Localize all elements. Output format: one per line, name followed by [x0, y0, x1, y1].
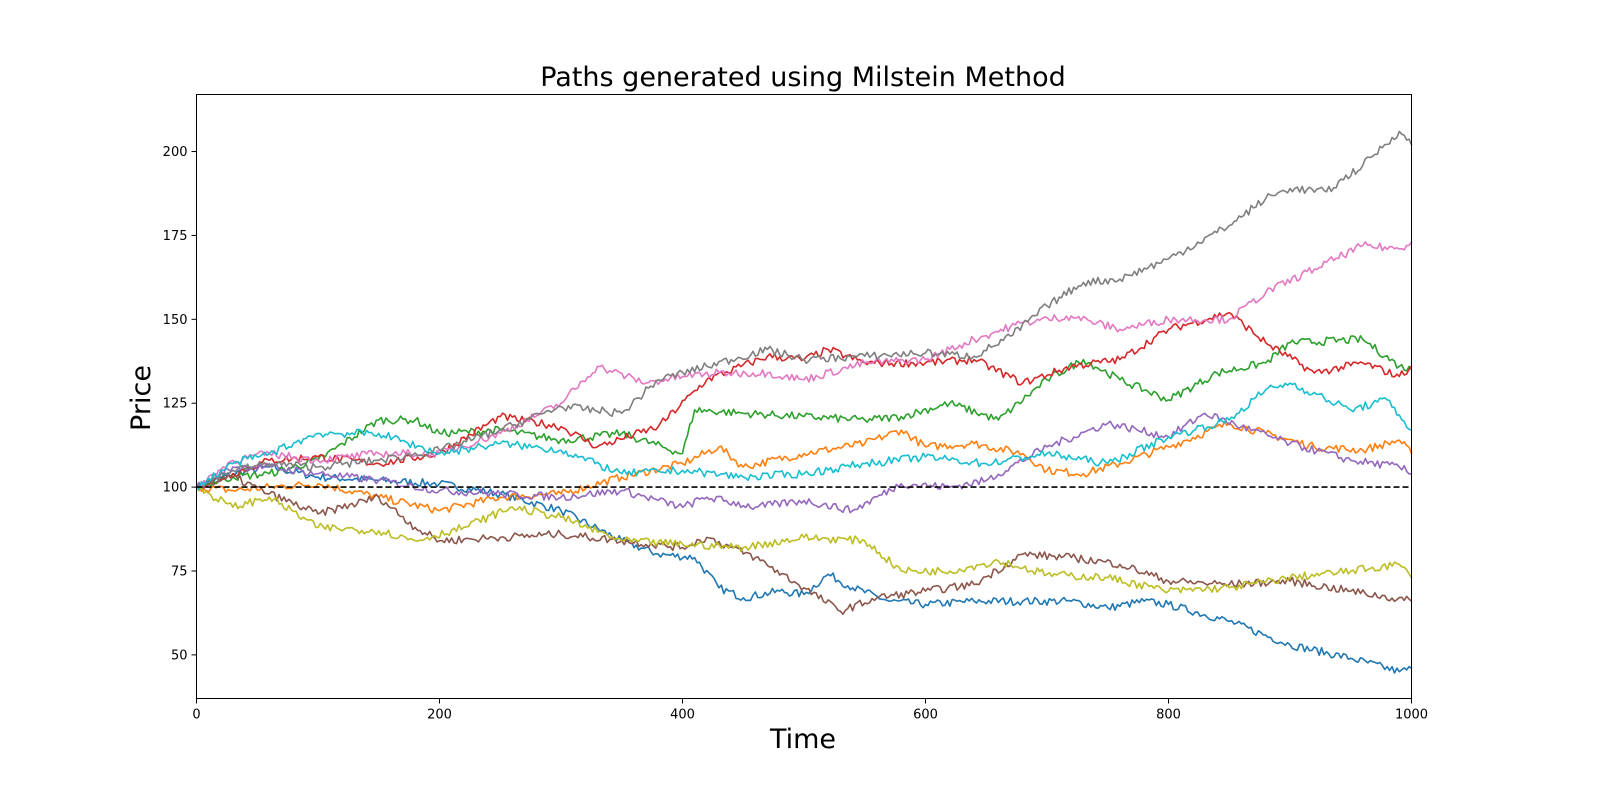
x-tick-label: 400 [670, 708, 695, 723]
x-tick-label: 1000 [1395, 708, 1428, 723]
y-tick-label: 175 [163, 229, 188, 244]
x-tick-label: 600 [913, 708, 938, 723]
y-tick-label: 150 [163, 313, 188, 328]
y-tick-label: 200 [163, 145, 188, 160]
x-axis-label: Time [769, 724, 836, 755]
y-axis-label: Price [126, 365, 157, 431]
ticks-layer: 0 200 400 600 800 1000 50 75 100 125 150 175 200 [163, 145, 1428, 722]
y-tick-label: 75 [171, 564, 188, 579]
series-line-2 [195, 421, 1413, 514]
series-line-9 [195, 486, 1413, 594]
series-layer [195, 130, 1413, 674]
series-line-3 [195, 335, 1413, 491]
plot-frame [196, 94, 1412, 699]
series-line-10 [195, 382, 1413, 491]
x-tick-label: 800 [1156, 708, 1181, 723]
y-tick-label: 125 [163, 397, 188, 412]
series-line-6 [195, 474, 1413, 616]
x-tick-label: 200 [427, 708, 452, 723]
series-line-8 [195, 130, 1413, 490]
series-line-4 [195, 311, 1413, 489]
series-line-7 [195, 241, 1413, 488]
y-tick-label: 100 [163, 481, 188, 496]
chart-title: Paths generated using Milstein Method [540, 62, 1066, 93]
x-tick-label: 0 [192, 708, 200, 723]
series-line-1 [195, 463, 1413, 674]
y-tick-label: 50 [171, 648, 188, 663]
